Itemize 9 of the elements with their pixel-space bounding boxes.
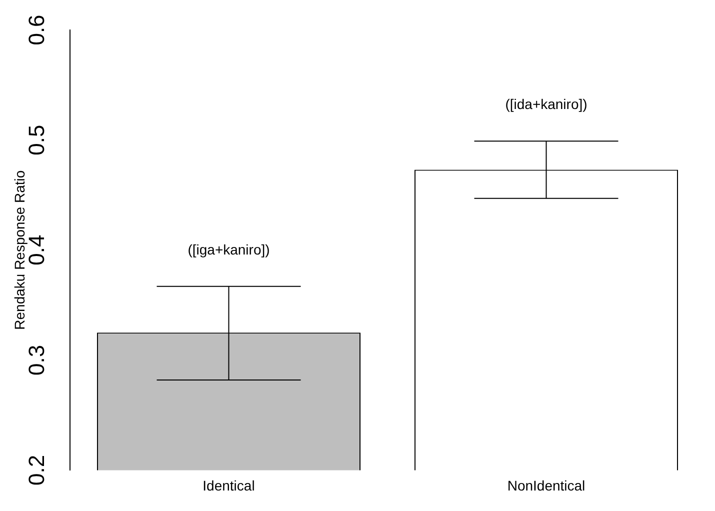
y-axis-title: Rendaku Response Ratio <box>11 170 28 330</box>
y-tick-label: 0.6 <box>24 14 50 46</box>
y-tick-label: 0.2 <box>24 454 50 486</box>
y-tick-label: 0.5 <box>24 124 50 156</box>
annotation: ([iga+kaniro]) <box>188 241 270 258</box>
x-tick-label: Identical <box>202 477 255 494</box>
y-tick-label: 0.3 <box>24 344 50 376</box>
x-tick-label: NonIdentical <box>507 477 586 494</box>
annotation: ([ida+kaniro]) <box>505 96 588 112</box>
